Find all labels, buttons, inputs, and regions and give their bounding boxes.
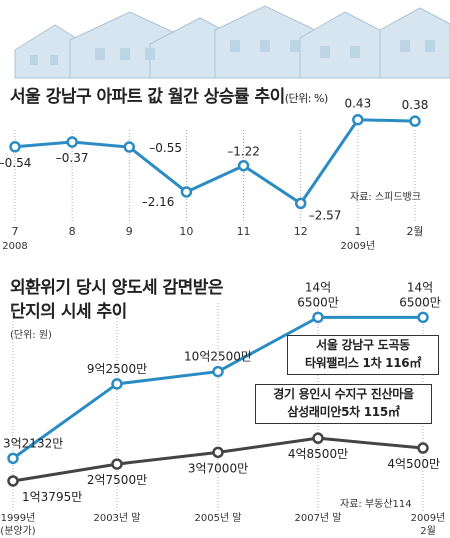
series-b-point (111, 458, 123, 470)
series-b-point (212, 446, 224, 459)
chart1-plot: –0.54 –0.37 –0.55 –2.16 –1.22 –2.57 0.43 0.38 7 2… (0, 97, 429, 252)
chart1-value-label: –0.37 (56, 151, 89, 165)
chart1-data-point (409, 115, 421, 127)
series-b-name-line1: 경기 용인시 수지구 진산마을 (273, 387, 414, 401)
chart1-data-point (66, 136, 78, 148)
series-a-value-label: 6500만 (399, 295, 441, 309)
series-a-value-label: 3억2132만 (3, 436, 63, 450)
series-a-name-line1: 서울 강남구 도곡동 (316, 338, 410, 352)
chart1-data-point (294, 197, 307, 210)
chart1-title: 서울 강남구 아파트 값 월간 상승률 추이(단위: %) (10, 87, 328, 107)
decorative-houses (14, 5, 450, 79)
chart2-title-line2: 단지의 시세 추이 (10, 302, 127, 322)
series-a-value-label: 9억2500만 (87, 362, 147, 376)
chart2-x-tick-label: 2009년 (411, 512, 446, 524)
chart1-value-label: 0.43 (344, 97, 371, 111)
chart1-value-label: –0.55 (149, 141, 182, 155)
chart1-data-point (9, 141, 21, 153)
series-a-point (7, 452, 19, 465)
series-b-name-line2: 삼성래미안5차 115㎡ (287, 405, 400, 419)
series-b-value-label: 1억3795만 (22, 490, 82, 504)
chart1-x-tick-label: 7 (12, 225, 19, 238)
chart1-x-tick-sublabel: 2009년 (341, 240, 376, 252)
chart2-source: 자료: 부동산114 (340, 499, 412, 510)
chart1-x-tick-label: 8 (69, 225, 76, 238)
series-b-value-label: 4억8500만 (288, 447, 348, 461)
chart2-x-tick-label: 2007년 말 (294, 512, 341, 524)
chart1-x-tick-sublabel: 2008 (2, 241, 27, 252)
chart1-value-label: –0.54 (0, 156, 31, 170)
series-b-legend-box: 경기 용인시 수지구 진산마을 삼성래미안5차 115㎡ (255, 384, 432, 424)
chart2-title-line1: 외환위기 당시 양도세 감면받은 (10, 278, 224, 298)
chart1-data-point (352, 113, 364, 126)
chart1-x-tick-label: 12 (294, 225, 308, 238)
chart1-x-tick-label: 1 (354, 225, 361, 238)
chart1-series-line (14, 118, 416, 206)
series-a-value-label: 10억2500만 (184, 350, 252, 364)
series-a-point (111, 378, 123, 390)
chart2-x-tick-sublabel: 2월 (420, 525, 436, 537)
chart1-data-point (123, 141, 136, 153)
series-b-value-label: 4억500만 (387, 457, 440, 471)
chart1-value-label: 0.38 (402, 98, 429, 112)
chart2-plot: 3억2132만9억2500만10억2500만14억6500만14억6500만1억… (0, 280, 446, 537)
series-a-legend-box: 서울 강남구 도곡동 타워팰리스 1차 116㎡ (287, 335, 439, 375)
series-b-point (417, 442, 429, 454)
series-a-point (417, 311, 429, 324)
chart2-x-tick-label: 2005년 말 (194, 512, 241, 524)
chart1-value-label: –2.57 (309, 208, 342, 222)
chart2-x-tick-label: 2003년 말 (93, 512, 140, 524)
chart2-x-tick-label: 1999년 (1, 512, 36, 524)
series-b-value-label: 3억7000만 (188, 461, 248, 475)
chart2-unit: (단위: 원) (10, 330, 52, 341)
series-b-point (7, 475, 19, 487)
series-b-point (312, 432, 324, 444)
chart1-source: 자료: 스피드뱅크 (350, 192, 421, 203)
series-b-value-label: 2억7500만 (87, 473, 147, 487)
series-a-value-label: 14억 (407, 280, 433, 294)
chart1-unit: (단위: %) (284, 92, 328, 105)
chart2-title: 외환위기 당시 양도세 감면받은 단지의 시세 추이 (10, 276, 224, 324)
chart1-value-label: –2.16 (142, 195, 175, 209)
series-a-point (312, 311, 324, 324)
series-a-name-line2: 타워팰리스 1차 116㎡ (304, 356, 422, 370)
chart1-x-tick-label: 10 (179, 225, 193, 238)
chart1-x-tick-label: 9 (126, 225, 133, 238)
chart1-x-tick-label: 11 (237, 225, 251, 238)
chart2-x-tick-sublabel: (분양가) (0, 525, 36, 537)
chart1-value-label: –1.22 (227, 145, 260, 159)
series-a-value-label: 14억 (305, 280, 331, 294)
chart1-x-tick-label: 2월 (406, 225, 423, 238)
chart1-data-point (180, 186, 193, 198)
series-a-value-label: 6500만 (297, 295, 339, 309)
series-a-point (212, 365, 224, 378)
chart1-data-point (237, 159, 250, 172)
